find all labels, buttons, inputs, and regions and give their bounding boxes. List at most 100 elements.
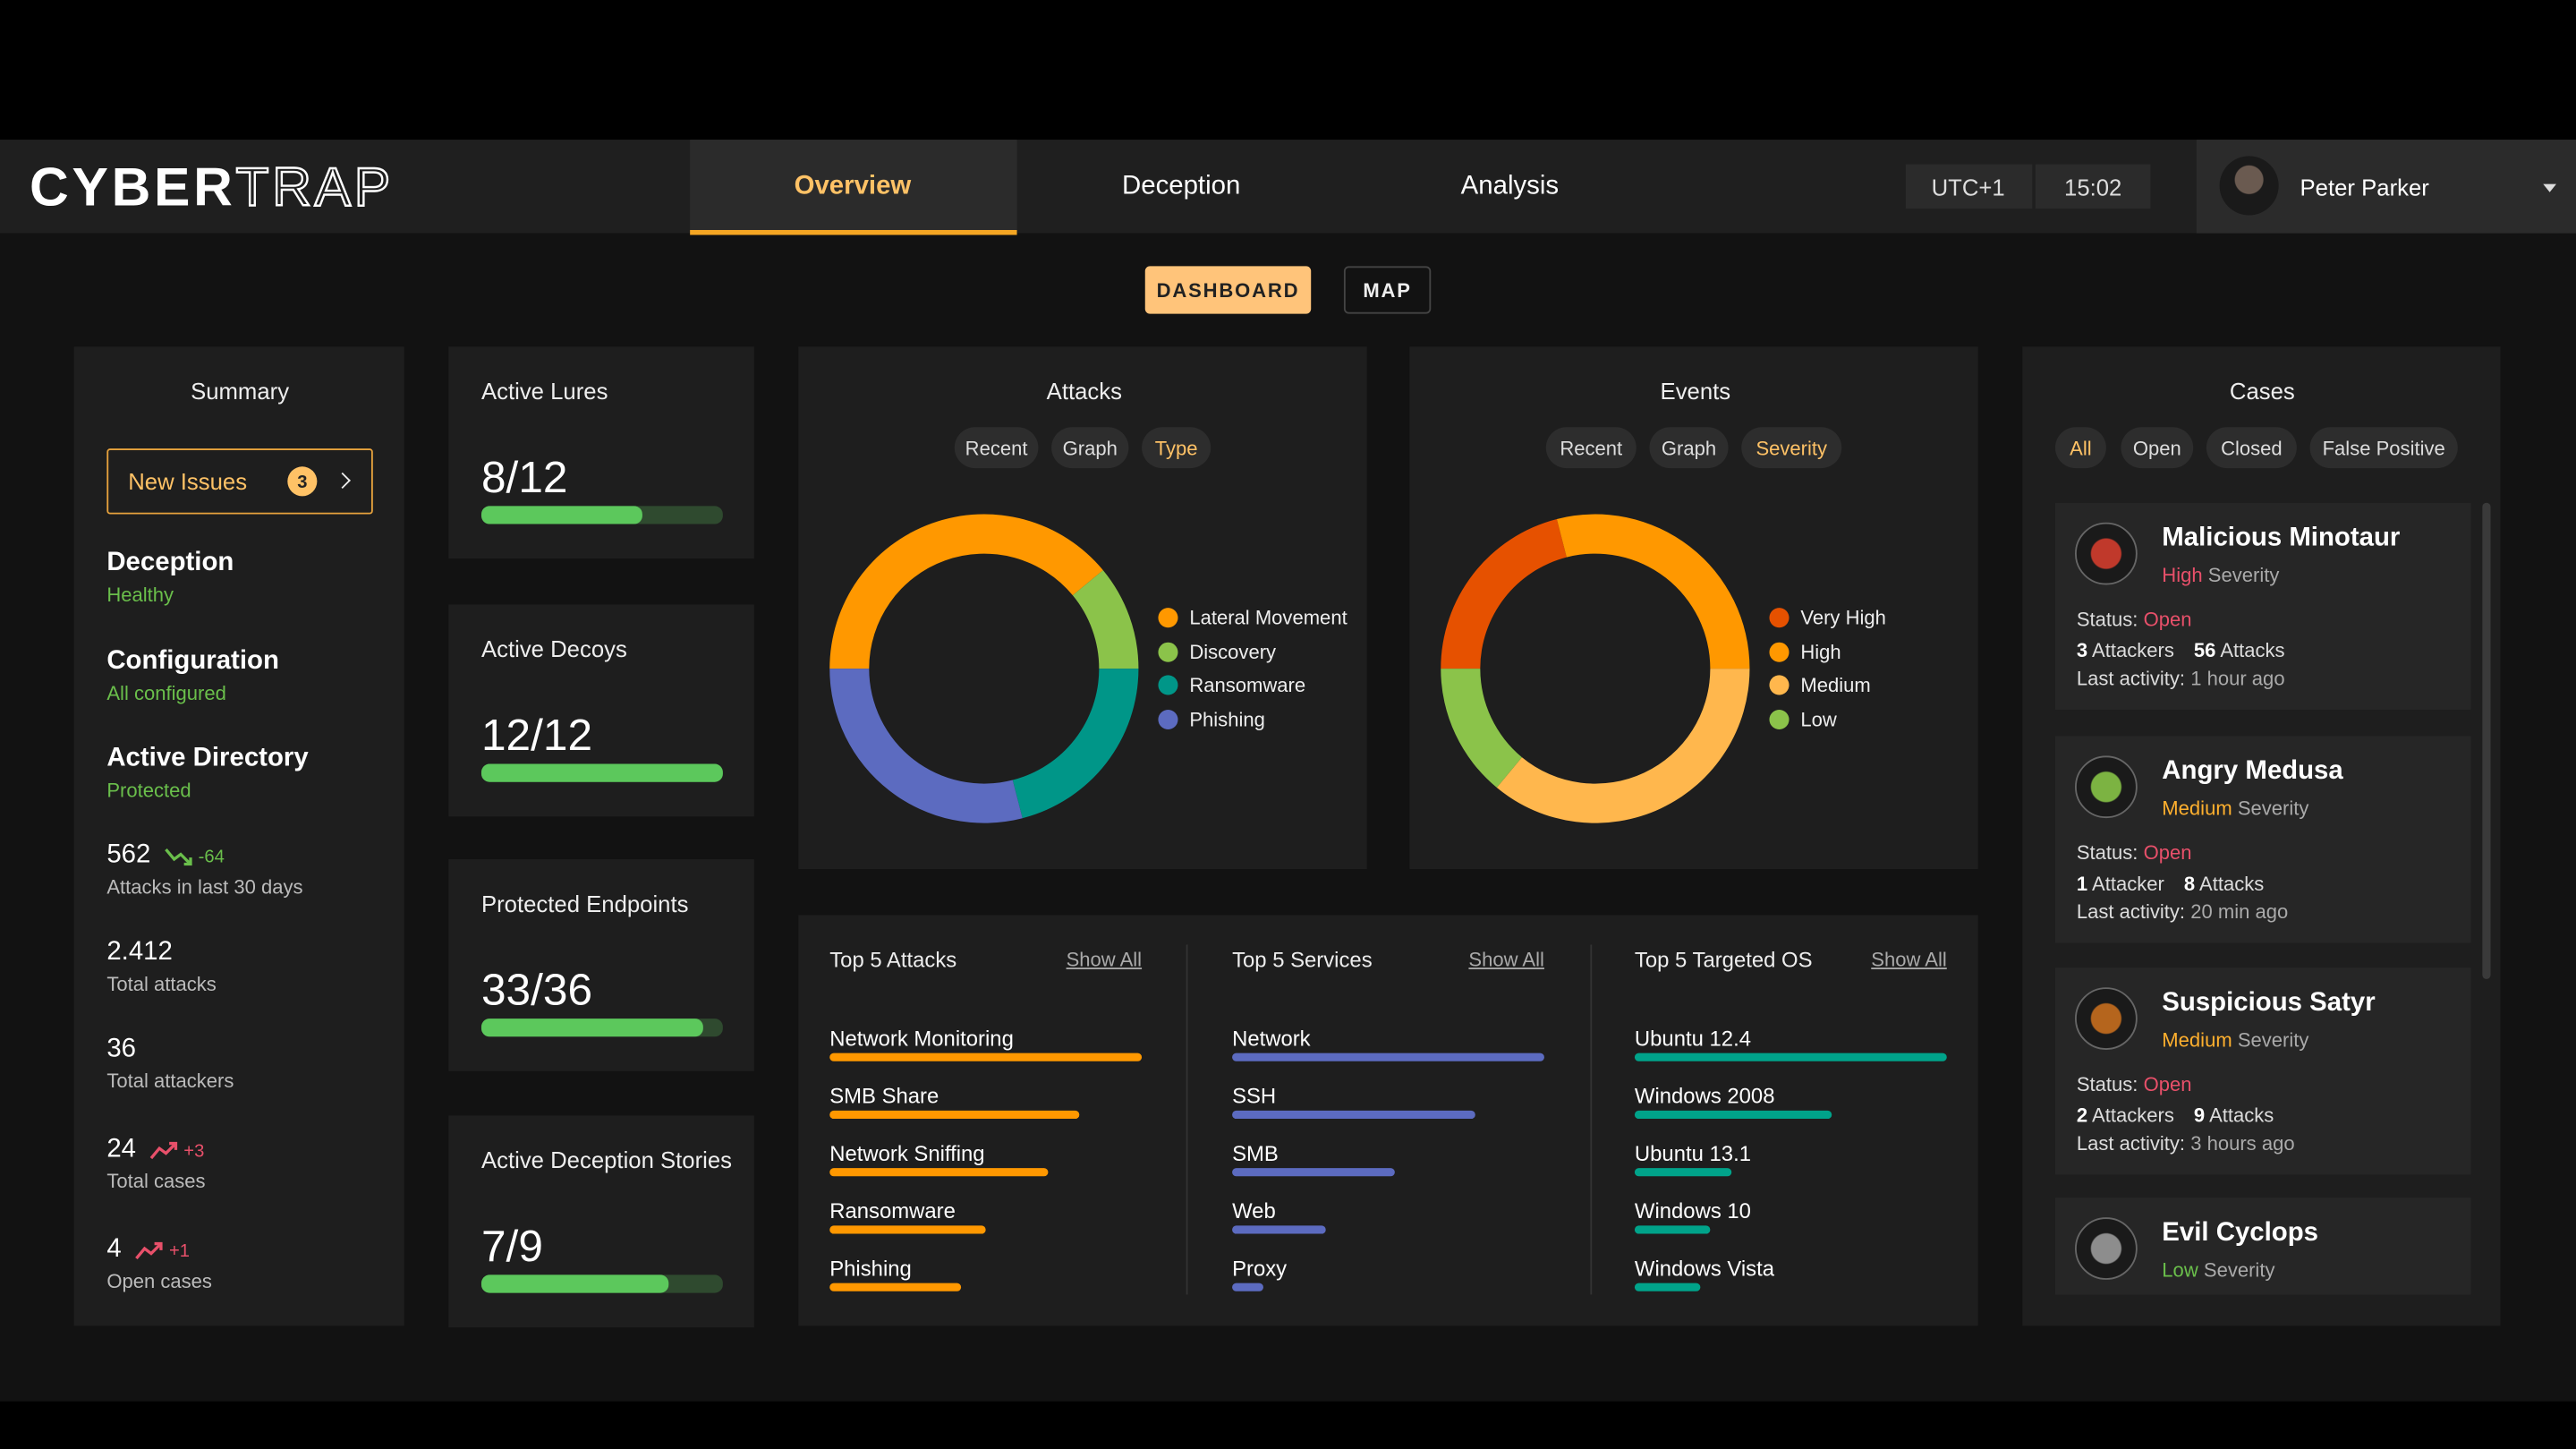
activity-value: 1 hour ago bbox=[2190, 667, 2285, 690]
pill[interactable] bbox=[1051, 427, 1129, 469]
attacks-label: Attacks bbox=[2199, 872, 2265, 896]
pill-label: Type bbox=[1154, 436, 1198, 460]
pill[interactable] bbox=[1741, 427, 1842, 469]
toggle-button[interactable] bbox=[1144, 266, 1312, 314]
new-issues-label: New Issues bbox=[128, 468, 248, 495]
top5-panel bbox=[798, 915, 1978, 1326]
pill[interactable] bbox=[2054, 427, 2106, 469]
case-name: Evil Cyclops bbox=[2162, 1219, 2319, 1248]
attackers-label: Attacker bbox=[2092, 872, 2164, 896]
stat-trend: +1 bbox=[168, 1241, 190, 1262]
panel-title: Cases bbox=[2229, 378, 2295, 405]
status-value: Open bbox=[2143, 840, 2192, 865]
status-state: All configured bbox=[106, 680, 226, 704]
stat-label: Open cases bbox=[106, 1269, 212, 1293]
active-tab-background bbox=[690, 140, 1017, 234]
user-name: Peter Parker bbox=[2300, 174, 2429, 200]
show-all[interactable]: Show All bbox=[1468, 948, 1544, 971]
bar-label: Network bbox=[1232, 1026, 1311, 1051]
pill[interactable] bbox=[2309, 427, 2458, 469]
donut-segment bbox=[1496, 669, 1750, 823]
progress-fill bbox=[480, 763, 723, 782]
nav-tab[interactable]: Analysis bbox=[1460, 172, 1560, 200]
pill[interactable] bbox=[1142, 427, 1211, 469]
status-label: Status: bbox=[2076, 840, 2138, 865]
status-name: Deception bbox=[106, 549, 234, 577]
trend-icon bbox=[149, 1141, 177, 1159]
donut-segment bbox=[829, 669, 1023, 823]
case-severity: High Severity bbox=[2162, 564, 2279, 587]
bar-label: Ubuntu 13.1 bbox=[1634, 1140, 1751, 1166]
pill[interactable] bbox=[1649, 427, 1729, 469]
legend-label: Medium bbox=[1800, 673, 1871, 697]
legend-dot bbox=[1158, 608, 1178, 628]
attackers-count: 1 bbox=[2076, 872, 2088, 896]
user-caret[interactable] bbox=[2543, 183, 2556, 192]
pill-label: Graph bbox=[1661, 436, 1717, 460]
case-card[interactable]: Suspicious Satyr Medium Severity Status: O… bbox=[2054, 967, 2471, 1175]
case-status: Status: Open bbox=[2077, 1073, 2192, 1096]
bar bbox=[1232, 1168, 1395, 1177]
attacks-label: Attacks bbox=[2220, 639, 2285, 662]
status-name: Configuration bbox=[106, 646, 279, 675]
pill[interactable] bbox=[954, 427, 1039, 469]
pill-label: Recent bbox=[965, 436, 1028, 460]
status-value: Open bbox=[2143, 608, 2192, 631]
attacks-count: 56 bbox=[2193, 639, 2216, 662]
nav-tab[interactable]: Deception bbox=[1122, 172, 1241, 200]
trend-icon bbox=[134, 1241, 163, 1259]
active-tab-underline bbox=[690, 229, 1017, 235]
bar bbox=[1232, 1225, 1326, 1234]
toggle-button[interactable] bbox=[1343, 266, 1432, 314]
case-card[interactable]: Angry Medusa Medium Severity Status: Open 1… bbox=[2054, 736, 2471, 943]
case-card[interactable]: Evil Cyclops Low Severity bbox=[2054, 1198, 2471, 1295]
show-all[interactable]: Show All bbox=[1871, 948, 1947, 971]
stat-trend: +3 bbox=[183, 1141, 205, 1162]
legend-dot bbox=[1769, 709, 1790, 729]
legend-dot bbox=[1158, 675, 1178, 695]
bar bbox=[1232, 1110, 1476, 1120]
case-counts: 1 Attacker 8 Attacks bbox=[2077, 873, 2264, 896]
bar bbox=[1634, 1053, 1947, 1061]
legend-dot bbox=[1769, 641, 1790, 661]
legend-label: Very High bbox=[1800, 606, 1886, 630]
severity-level: High bbox=[2162, 563, 2203, 587]
pill[interactable] bbox=[2206, 427, 2297, 469]
bar-label: Ubuntu 12.4 bbox=[1634, 1026, 1751, 1051]
show-all[interactable]: Show All bbox=[1066, 948, 1143, 971]
case-avatar bbox=[2074, 1217, 2138, 1280]
pill[interactable] bbox=[1545, 427, 1637, 469]
case-status: Status: Open bbox=[2077, 608, 2192, 631]
trend-icon bbox=[164, 848, 192, 865]
bar-label: Phishing bbox=[829, 1256, 912, 1281]
case-card[interactable]: Malicious Minotaur High Severity Status: O… bbox=[2054, 502, 2471, 710]
timezone-box bbox=[1905, 164, 2033, 209]
bar bbox=[829, 1225, 986, 1234]
bar-label: Proxy bbox=[1232, 1256, 1288, 1281]
counter-value: 7/9 bbox=[480, 1221, 543, 1271]
trend-arrow bbox=[154, 1241, 163, 1250]
pill-label: False Positive bbox=[2322, 436, 2445, 460]
case-status: Status: Open bbox=[2077, 841, 2192, 865]
progress-fill bbox=[480, 1019, 703, 1037]
bar bbox=[829, 1110, 1080, 1120]
pill-label: Recent bbox=[1560, 436, 1623, 460]
pill[interactable] bbox=[2121, 427, 2194, 469]
donut-segment bbox=[1072, 570, 1139, 669]
attackers-count: 3 bbox=[2076, 639, 2088, 662]
stat-label: Total attackers bbox=[106, 1069, 234, 1093]
status-label: Status: bbox=[2076, 1072, 2138, 1096]
pill-label: Graph bbox=[1062, 436, 1118, 460]
summary-panel bbox=[73, 346, 404, 1326]
donut-segment bbox=[1556, 514, 1750, 669]
nav-tab[interactable]: Overview bbox=[794, 172, 912, 200]
stat-label: Attacks in last 30 days bbox=[106, 875, 303, 899]
counter-value: 8/12 bbox=[480, 452, 568, 502]
list-title: Top 5 Services bbox=[1232, 947, 1373, 972]
case-severity: Medium Severity bbox=[2162, 1028, 2308, 1052]
panel-title: Events bbox=[1660, 378, 1731, 405]
user-avatar bbox=[2219, 156, 2279, 216]
scrollbar bbox=[2482, 502, 2491, 980]
new-issues-box[interactable] bbox=[106, 448, 373, 515]
